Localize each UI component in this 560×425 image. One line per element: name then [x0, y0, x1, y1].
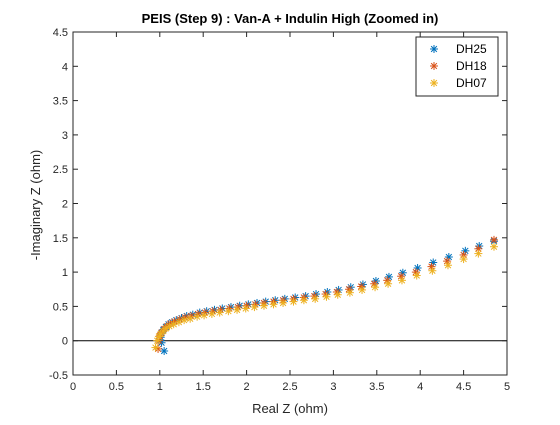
x-tick-label: 1	[157, 381, 163, 393]
data-point-dh07	[151, 343, 160, 352]
data-point-dh07	[412, 271, 421, 280]
data-point-dh07	[384, 279, 393, 288]
data-point-dh07	[233, 305, 242, 314]
data-point-dh07	[397, 276, 406, 285]
data-point-dh07	[489, 242, 498, 251]
data-point-dh07	[153, 336, 162, 345]
x-tick-label: 5	[504, 381, 510, 393]
data-point-dh07	[322, 292, 331, 301]
data-point-dh07	[161, 324, 170, 333]
y-tick-label: 4.5	[53, 27, 68, 39]
legend: DH25 DH18 DH07	[415, 36, 499, 97]
x-tick-label: 4.5	[456, 381, 471, 393]
data-point-dh07	[371, 283, 380, 292]
x-tick-label: 2	[244, 381, 250, 393]
x-tick-label: 3	[330, 381, 336, 393]
y-tick-label: -0.5	[49, 370, 68, 382]
data-point-dh07	[250, 303, 259, 312]
data-point-dh07	[269, 300, 278, 309]
y-tick-label: 4	[62, 61, 68, 73]
data-point-dh07	[241, 304, 250, 313]
x-tick-label: 0.5	[109, 381, 124, 393]
legend-box	[415, 36, 499, 97]
data-point-dh07	[224, 307, 233, 316]
legend-marker-dh07	[430, 79, 438, 87]
x-tick-label: 2.5	[282, 381, 297, 393]
data-point-dh07	[333, 290, 342, 299]
data-point-dh07	[186, 314, 195, 323]
data-point-dh07	[180, 316, 189, 325]
y-tick-label: 1	[62, 267, 68, 279]
data-point-dh07	[279, 298, 288, 307]
data-point-dh07	[443, 261, 452, 270]
x-tick-label: 4	[417, 381, 423, 393]
y-tick-label: 0	[62, 336, 68, 348]
legend-label-dh25: DH25	[456, 42, 487, 56]
x-tick-label: 3.5	[369, 381, 384, 393]
data-point-dh07	[459, 255, 468, 264]
data-point-dh07	[289, 297, 298, 306]
x-tick-label: 0	[70, 381, 76, 393]
y-axis-ticks: -0.5 0 0.5 1 1.5 2 2.5 3 3.5 4 4.5	[49, 27, 507, 382]
data-point-dh07	[299, 296, 308, 305]
legend-marker-dh25	[430, 45, 438, 53]
data-point-dh07	[193, 312, 202, 321]
y-tick-label: 2	[62, 199, 68, 211]
data-point-dh07	[474, 249, 483, 258]
data-point-dh07	[259, 301, 268, 310]
data-point-dh07	[311, 294, 320, 303]
chart-title: PEIS (Step 9) : Van-A + Indulin High (Zo…	[142, 11, 439, 26]
x-tick-label: 1.5	[196, 381, 211, 393]
x-axis-label: Real Z (ohm)	[252, 401, 328, 416]
legend-label-dh07: DH07	[456, 76, 487, 90]
data-point-dh07	[200, 311, 209, 320]
data-point-dh07	[215, 308, 224, 317]
data-markers	[151, 235, 498, 355]
data-point-dh07	[345, 288, 354, 297]
y-axis-label: -Imaginary Z (ohm)	[28, 150, 43, 261]
y-tick-label: 2.5	[53, 164, 68, 176]
data-point-dh18	[489, 235, 498, 244]
data-point-dh25	[160, 346, 169, 355]
legend-marker-dh18	[430, 62, 438, 70]
data-point-dh07	[428, 266, 437, 275]
series-dh07	[151, 242, 498, 352]
y-tick-label: 0.5	[53, 301, 68, 313]
y-tick-label: 3.5	[53, 96, 68, 108]
legend-label-dh18: DH18	[456, 59, 487, 73]
x-axis-ticks: 0 0.5 1 1.5 2 2.5 3 3.5 4 4.5 5	[70, 32, 510, 393]
y-tick-label: 1.5	[53, 233, 68, 245]
y-tick-label: 3	[62, 130, 68, 142]
data-point-dh07	[358, 285, 367, 294]
data-point-dh07	[207, 309, 216, 318]
